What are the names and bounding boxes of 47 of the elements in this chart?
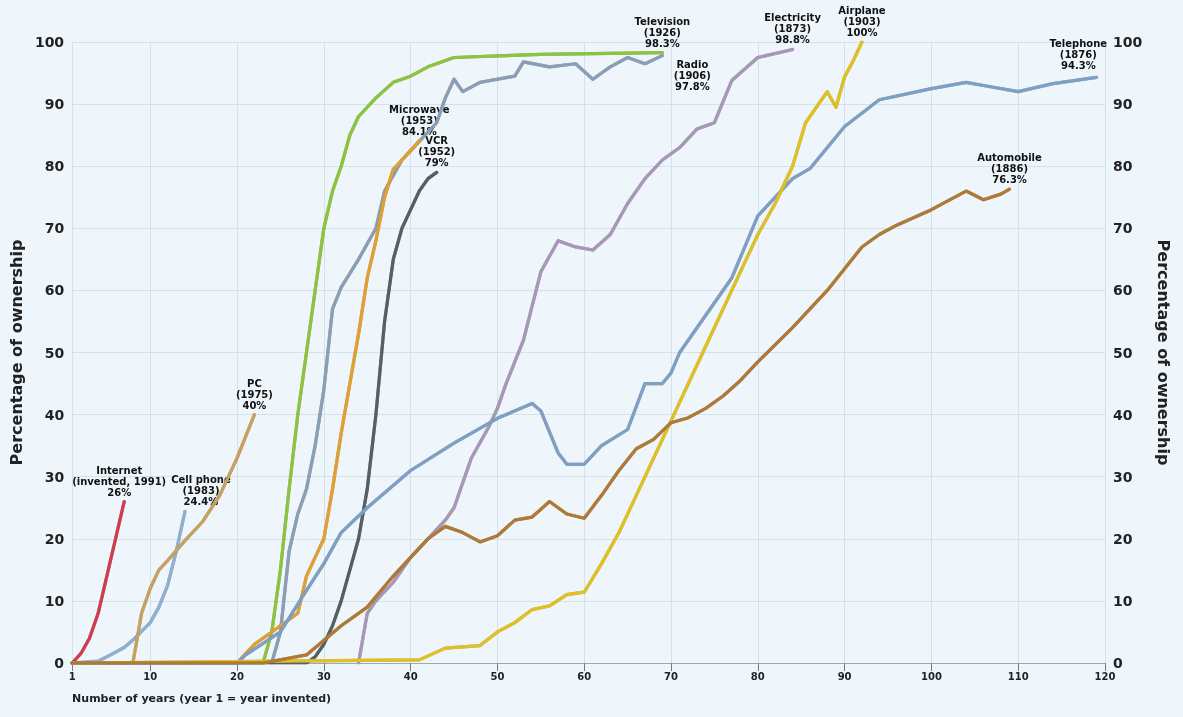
- y-tick-label: 50: [44, 344, 65, 361]
- y2-tick-label: 70: [1113, 220, 1133, 237]
- x-tick-label: 50: [490, 670, 505, 682]
- x-tick-label: 120: [1094, 670, 1116, 682]
- x-axis-title: Number of years (year 1 = year invented): [72, 692, 332, 705]
- annotation: Television (1926) 98.3%: [634, 15, 691, 49]
- y-tick-label: 90: [44, 96, 65, 113]
- y-tick-label: 60: [44, 282, 65, 299]
- x-tick-label: 70: [664, 670, 679, 682]
- y-tick-label: 10: [44, 592, 65, 609]
- y2-tick-label: 60: [1113, 282, 1133, 299]
- annotation: Automobile (1886) 76.3%: [977, 152, 1043, 186]
- annotation: Electricity (1873) 98.8%: [764, 12, 822, 46]
- y2-tick-label: 40: [1113, 406, 1133, 423]
- annotation: Internet (invented, 1991) 26%: [72, 464, 167, 498]
- x-tick-label: 20: [230, 670, 245, 682]
- y2-tick-label: 50: [1113, 344, 1133, 361]
- x-tick-label: 1: [68, 670, 76, 682]
- y-tick-label: 70: [44, 220, 65, 237]
- y-tick-label: 30: [44, 468, 65, 485]
- x-tick-label: 80: [750, 670, 765, 682]
- annotation: PC (1975) 40%: [235, 377, 273, 411]
- x-tick-label: 10: [143, 670, 158, 682]
- y-axis-title: Percentage of ownership: [6, 239, 26, 466]
- y-tick-label: 80: [44, 158, 65, 175]
- annotation: Radio (1906) 97.8%: [673, 58, 711, 92]
- x-tick-label: 60: [577, 670, 592, 682]
- y2-tick-label: 10: [1113, 592, 1133, 609]
- x-tick-label: 40: [403, 670, 418, 682]
- y-tick-label: 20: [44, 530, 65, 547]
- y-tick-label: 0: [54, 655, 65, 671]
- x-tick-label: 110: [1007, 670, 1029, 682]
- x-tick-label: 90: [837, 670, 852, 682]
- annotation: Airplane (1903) 100%: [838, 5, 886, 38]
- y2-tick-label: 80: [1113, 158, 1133, 175]
- x-tick-label: 100: [920, 670, 942, 682]
- y-tick-label: 40: [44, 406, 65, 423]
- y2-tick-label: 30: [1113, 468, 1133, 485]
- y2-tick-label: 90: [1113, 96, 1133, 113]
- annotation: VCR (1952) 79%: [418, 135, 456, 169]
- y-tick-label: 100: [34, 34, 65, 50]
- x-tick-label: 30: [316, 670, 331, 682]
- annotation: Telephone (1876) 94.3%: [1049, 38, 1108, 72]
- y2-tick-label: 0: [1113, 655, 1123, 671]
- y2-tick-label: 100: [1113, 34, 1143, 50]
- y2-axis-title: Percentage of ownership: [1153, 239, 1173, 466]
- y2-tick-label: 20: [1113, 530, 1133, 547]
